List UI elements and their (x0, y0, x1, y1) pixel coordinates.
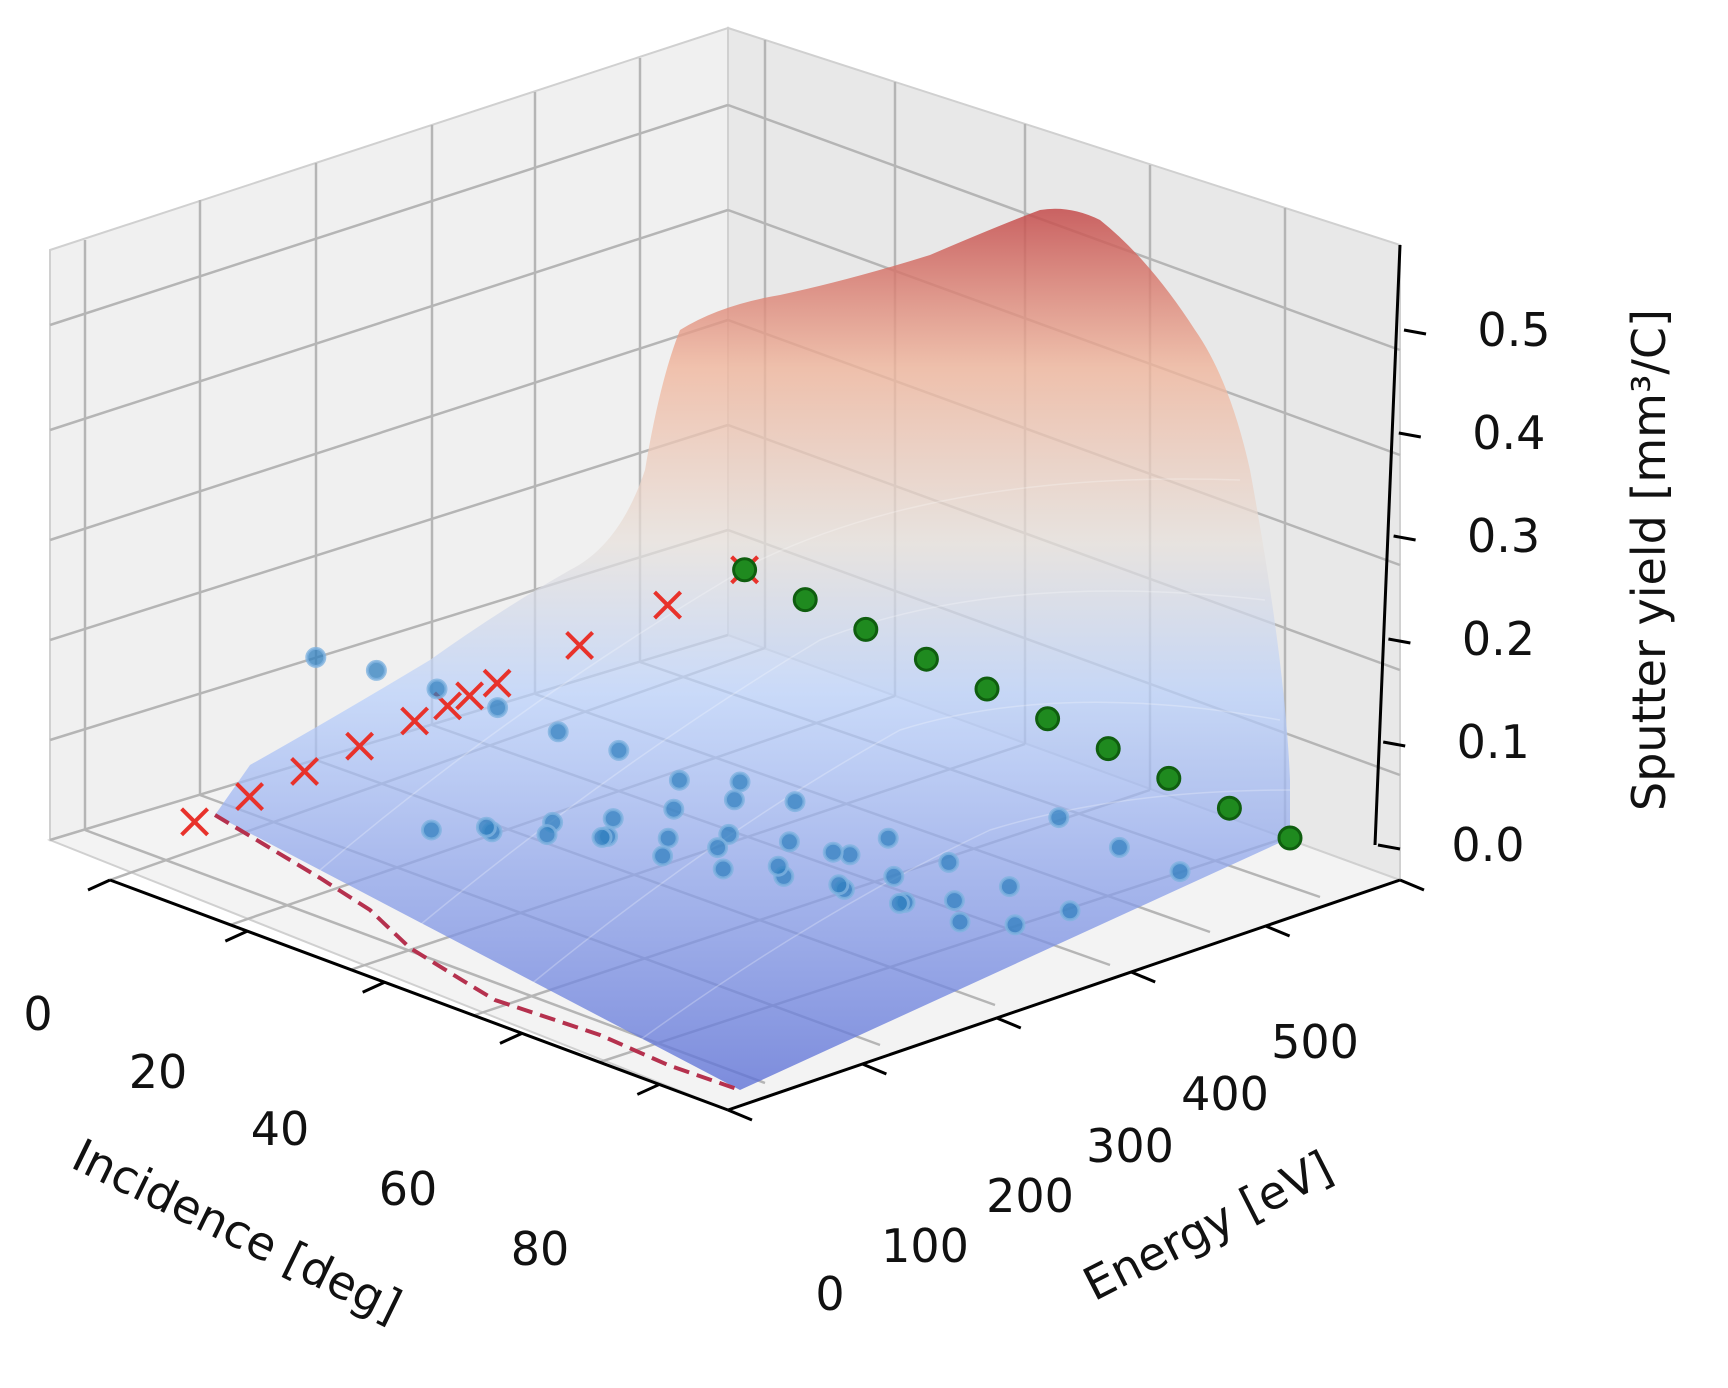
green-point-marker (792, 587, 818, 613)
blue-point-marker (487, 697, 509, 719)
green-point-marker (1035, 706, 1061, 732)
blue-point-marker (723, 789, 745, 811)
yield-tick-label: 0.1 (1457, 715, 1530, 769)
blue-point-marker (729, 771, 751, 793)
blue-point-marker (998, 876, 1020, 898)
red-x-marker (653, 590, 683, 620)
blue-point-marker (1004, 914, 1026, 936)
green-point-marker (1216, 795, 1242, 821)
incidence-tick-mark (362, 980, 386, 994)
blue-point-marker (602, 808, 624, 830)
energy-tick-label: 500 (1271, 1015, 1359, 1069)
incidence-axis-label: Incidence [deg] (64, 1128, 410, 1334)
blue-point-marker (938, 851, 960, 873)
yield-tick-mark (1382, 740, 1406, 748)
incidence-tick-label: 0 (23, 987, 52, 1041)
blue-point-marker (657, 827, 679, 849)
energy-tick-mark (1399, 878, 1425, 892)
yield-tick-mark (1403, 328, 1427, 336)
yield-tick-mark (1388, 637, 1411, 645)
red-x-marker (180, 807, 210, 837)
energy-tick-mark (861, 1062, 887, 1076)
green-point-marker (853, 616, 879, 642)
green-point-marker (1156, 765, 1182, 791)
blue-point-marker (877, 827, 899, 849)
incidence-tick-label: 20 (129, 1045, 188, 1099)
blue-point-marker (707, 837, 729, 859)
blue-point-marker (839, 844, 861, 866)
blue-point-marker (778, 831, 800, 853)
blue-point-marker (1048, 807, 1070, 829)
blue-point-marker (828, 874, 850, 896)
yield-tick-label: 0.4 (1472, 406, 1545, 460)
energy-tick-mark (1265, 924, 1291, 938)
incidence-tick-mark (224, 929, 248, 943)
yield-tick-mark (1398, 431, 1422, 439)
blue-point-marker (712, 858, 734, 880)
energy-tick-label: 400 (1181, 1067, 1269, 1121)
red-x-marker (482, 668, 512, 698)
incidence-tick-mark (499, 1031, 523, 1045)
blue-point-marker (663, 798, 685, 820)
red-x-marker (290, 756, 320, 786)
yield-tick-label: 0.0 (1451, 818, 1524, 872)
blue-point-marker (1169, 861, 1191, 883)
incidence-tick-label: 80 (511, 1222, 570, 1276)
energy-tick-label: 300 (1086, 1119, 1174, 1173)
yield-tick-label: 0.2 (1462, 612, 1535, 666)
blue-point-marker (305, 646, 327, 668)
blue-point-marker (718, 823, 740, 845)
blue-point-marker (668, 769, 690, 791)
red-x-marker (400, 706, 430, 736)
blue-point-marker (475, 816, 497, 838)
blue-point-marker (822, 841, 844, 863)
incidence-tick-mark (636, 1083, 660, 1096)
blue-point-marker (949, 911, 971, 933)
blue-point-marker (1059, 900, 1081, 922)
energy-tick-mark (1130, 970, 1156, 984)
energy-tick-label: 0 (815, 1267, 844, 1321)
blue-point-marker (767, 855, 789, 877)
green-point-marker (913, 646, 939, 672)
green-point-marker (1095, 736, 1121, 762)
green-point-marker (732, 557, 758, 583)
blue-point-marker (608, 739, 630, 761)
yield-tick-label: 0.3 (1467, 509, 1540, 563)
blue-point-marker (420, 819, 442, 841)
energy-tick-label: 100 (881, 1219, 969, 1273)
yield-tick-mark (1377, 843, 1401, 851)
yield-tick-label: 0.5 (1477, 303, 1550, 357)
blue-point-marker (883, 865, 905, 887)
red-x-marker (235, 782, 265, 812)
yield-tick-mark (1393, 534, 1416, 542)
red-x-marker (455, 681, 485, 711)
yield-axis-label: Sputter yield [mm³/C] (1622, 309, 1676, 811)
blue-point-marker (365, 659, 387, 681)
energy-tick-mark (996, 1016, 1022, 1030)
blue-point-marker (1108, 836, 1130, 858)
blue-point-marker (547, 721, 569, 743)
green-point-marker (1277, 825, 1303, 851)
blue-point-marker (888, 892, 910, 914)
green-point-marker (974, 676, 1000, 702)
red-x-marker (345, 731, 375, 761)
incidence-tick-label: 60 (379, 1162, 438, 1216)
blue-point-marker (652, 845, 674, 867)
blue-point-marker (536, 824, 558, 846)
incidence-tick-mark (87, 878, 111, 892)
blue-point-marker (784, 791, 806, 813)
red-x-marker (565, 630, 595, 660)
blue-point-marker (426, 678, 448, 700)
yield-surface (215, 208, 1290, 1090)
energy-tick-label: 200 (986, 1169, 1074, 1223)
incidence-tick-label: 40 (251, 1102, 310, 1156)
blue-point-marker (591, 826, 613, 848)
blue-point-marker (943, 890, 965, 912)
axis-lines (109, 244, 1402, 1112)
energy-tick-mark (727, 1108, 753, 1122)
energy-edge-line (213, 813, 741, 1092)
